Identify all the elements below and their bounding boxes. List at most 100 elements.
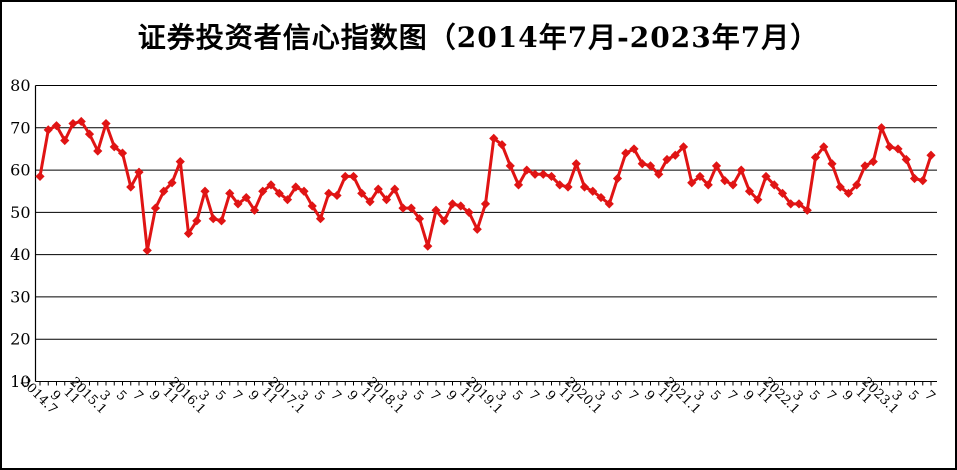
data-point-marker [274,188,284,198]
data-point-marker [60,135,70,146]
x-tick-label: 7 [129,388,145,404]
data-point-marker [134,167,144,177]
data-point-marker [563,182,573,192]
data-point-marker [233,199,243,209]
data-point-marker [225,188,235,198]
data-point-marker [175,157,185,167]
data-point-marker [307,201,317,211]
data-point-marker [192,216,202,226]
data-point-marker [546,171,557,182]
y-tick-label: 80 [10,76,30,95]
data-point-marker [291,182,301,192]
data-point-marker [687,178,697,188]
data-point-marker [901,154,911,165]
data-point-marker [423,241,433,251]
x-tick-label: 7 [327,388,343,404]
data-point-marker [43,125,53,135]
x-tick-label: 5 [509,388,525,404]
data-point-marker [456,201,466,211]
chart-title: 证券投资者信心指数图（2014年7月-2023年7月） [137,21,820,54]
x-tick-label: 7 [921,388,937,404]
x-tick-label: 7 [228,388,244,404]
confidence-index-line [38,119,933,252]
data-point-marker [299,186,309,196]
data-point-marker [183,228,194,239]
x-tick-label: 9 [542,388,558,404]
y-tick-label: 40 [10,245,30,264]
y-axis-labels: 10 20 30 40 50 60 70 80 [10,76,30,391]
data-point-marker [926,150,936,160]
data-point-marker [472,224,482,234]
x-tick-label: 5 [806,388,822,404]
data-point-marker [315,214,326,224]
data-point-marker [159,186,169,196]
data-point-marker [431,205,441,215]
data-point-marker [390,184,400,194]
y-tick-label: 70 [10,118,30,137]
data-point-marker [513,180,524,190]
data-point-marker [365,197,375,207]
data-point-marker [621,148,631,158]
data-point-marker [843,188,854,198]
data-point-marker [340,171,350,182]
x-tick-label: 7 [624,388,640,404]
data-point-marker [373,184,383,194]
data-point-marker [93,146,103,156]
data-point-marker [241,192,251,203]
data-point-marker [398,203,408,213]
data-point-marker [381,195,392,205]
data-point-markers [35,116,936,256]
data-point-marker [678,142,689,152]
data-point-marker [571,159,581,169]
data-point-marker [720,176,730,186]
data-point-marker [406,203,416,213]
data-point-marker [629,144,639,154]
data-point-marker [216,216,227,226]
data-point-marker [505,161,515,171]
data-point-marker [489,133,499,143]
data-point-marker [860,161,870,171]
x-tick-label: 5 [905,388,921,404]
data-point-marker [852,180,862,190]
data-point-marker [670,150,680,160]
data-point-marker [530,169,540,179]
data-point-marker [612,173,623,184]
data-point-marker [744,186,755,196]
data-point-marker [357,188,367,198]
data-point-marker [332,190,342,201]
data-point-marker [786,199,796,209]
data-point-marker [885,142,895,152]
x-tick-label: 7 [723,388,739,404]
data-point-marker [794,199,804,209]
data-point-marker [868,157,878,167]
data-point-marker [703,180,713,190]
data-point-marker [414,214,425,224]
data-point-marker [167,178,177,188]
data-point-marker [258,186,268,196]
x-tick-label: 9 [344,388,360,404]
x-tick-label: 5 [212,388,228,404]
x-tick-label: 5 [113,388,129,404]
x-tick-label: 5 [608,388,624,404]
data-point-marker [282,195,293,205]
data-point-marker [109,142,119,152]
data-point-marker [819,142,829,152]
x-tick-marks [39,381,932,386]
data-point-marker [249,205,260,215]
data-point-marker [777,188,788,198]
data-point-marker [35,171,45,182]
x-tick-label: 5 [311,388,327,404]
data-point-marker [761,171,771,182]
data-point-marker [76,116,86,127]
data-point-marker [588,186,598,196]
data-point-marker [637,159,647,169]
y-gridlines [35,85,937,382]
data-point-marker [555,180,565,190]
data-point-marker [447,199,458,209]
data-point-marker [769,180,779,190]
data-point-marker [918,176,928,186]
y-tick-label: 50 [10,203,30,222]
x-tick-label: 7 [525,388,541,404]
y-tick-label: 30 [10,287,30,306]
